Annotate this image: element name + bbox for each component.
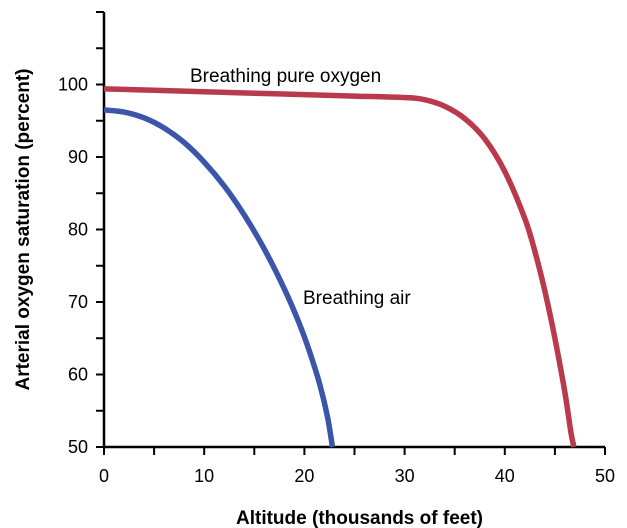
y-tick-label: 50	[68, 437, 88, 457]
y-tick-label: 80	[68, 220, 88, 240]
x-tick-label: 0	[99, 466, 109, 486]
x-tick-label: 40	[495, 466, 515, 486]
y-tick-label: 100	[58, 75, 88, 95]
x-tick-label: 20	[294, 466, 314, 486]
series-line-air	[103, 107, 336, 448]
series-label-air: Breathing air	[303, 288, 411, 309]
x-tick-label: 10	[194, 466, 214, 486]
series-label-pure-oxygen: Breathing pure oxygen	[190, 66, 381, 87]
y-tick-label: 60	[68, 365, 88, 385]
series-line-pure-oxygen	[103, 86, 577, 448]
y-tick-label: 90	[68, 147, 88, 167]
x-axis-title: Altitude (thousands of feet)	[236, 508, 483, 528]
labels-layer: Altitude (thousands of feet) Arterial oxy…	[13, 66, 483, 528]
axes-layer: 50 60 70 80 90 100 0 10 20 30 40 50	[58, 11, 615, 486]
series-layer	[103, 86, 577, 448]
y-axis-title: Arterial oxygen saturation (percent)	[13, 68, 34, 390]
x-tick-label: 50	[595, 466, 615, 486]
x-tick-label: 30	[395, 466, 415, 486]
y-tick-label: 70	[68, 292, 88, 312]
